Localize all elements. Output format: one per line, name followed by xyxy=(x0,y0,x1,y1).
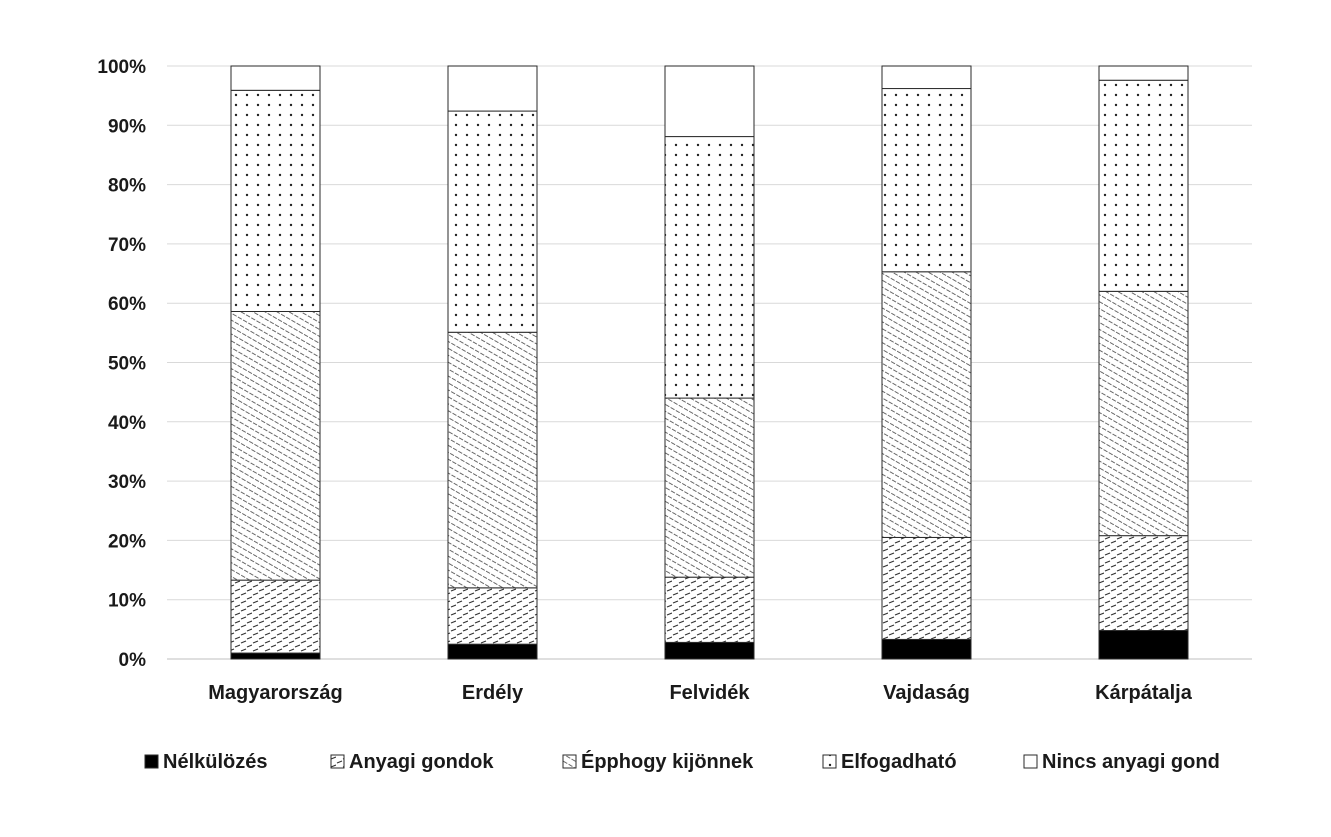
legend-swatch xyxy=(144,754,159,769)
y-tick-label: 50% xyxy=(108,354,146,375)
bar-segment xyxy=(881,271,972,538)
legend-label: Épphogy kijönnek xyxy=(581,750,754,773)
y-tick-label: 30% xyxy=(108,472,146,493)
legend-label: Nincs anyagi gond xyxy=(1042,751,1220,773)
bar-segment xyxy=(881,536,972,640)
bar-segment xyxy=(664,136,755,399)
legend-label: Nélkülözés xyxy=(163,751,267,773)
bar-segment xyxy=(230,579,321,654)
bar-segment xyxy=(1098,79,1189,292)
bar-segment xyxy=(447,643,538,660)
legend-swatch xyxy=(822,754,837,769)
bar-segment xyxy=(230,89,321,313)
bar-segment xyxy=(1098,630,1189,660)
bar-segment xyxy=(1098,65,1189,81)
bar-segment xyxy=(664,576,755,643)
y-tick-label: 10% xyxy=(108,591,146,612)
x-tick-label: Felvidék xyxy=(669,682,750,704)
bar-segment xyxy=(881,88,972,273)
bar-segment xyxy=(230,652,321,660)
bar-segment xyxy=(1098,290,1189,537)
x-tick-label: Erdély xyxy=(462,682,524,704)
bar-segment xyxy=(230,65,321,91)
y-tick-label: 40% xyxy=(108,413,146,434)
y-tick-label: 70% xyxy=(108,235,146,256)
bar-segment xyxy=(664,65,755,138)
y-tick-label: 20% xyxy=(108,531,146,552)
bar-segment xyxy=(447,587,538,645)
legend-swatch xyxy=(562,754,577,769)
y-tick-label: 0% xyxy=(119,650,147,671)
bar-segment xyxy=(881,65,972,90)
bar-segment xyxy=(1098,535,1189,632)
x-tick-label: Magyarország xyxy=(208,682,343,704)
bar-segment xyxy=(664,641,755,660)
bar-segment xyxy=(664,397,755,578)
legend-label: Anyagi gondok xyxy=(349,751,494,773)
x-tick-label: Kárpátalja xyxy=(1095,682,1193,704)
legend-swatch xyxy=(330,754,345,769)
y-tick-label: 60% xyxy=(108,294,146,315)
y-tick-label: 100% xyxy=(97,57,146,78)
y-tick-label: 80% xyxy=(108,176,146,197)
x-tick-label: Vajdaság xyxy=(883,682,970,704)
bar-segment xyxy=(447,110,538,333)
legend-swatch xyxy=(1023,754,1038,769)
legend-label: Elfogadható xyxy=(841,751,957,773)
bar-segment xyxy=(230,311,321,581)
bar-segment xyxy=(881,638,972,660)
bar-segment xyxy=(447,331,538,589)
bar-segment xyxy=(447,65,538,112)
y-tick-label: 90% xyxy=(108,116,146,137)
